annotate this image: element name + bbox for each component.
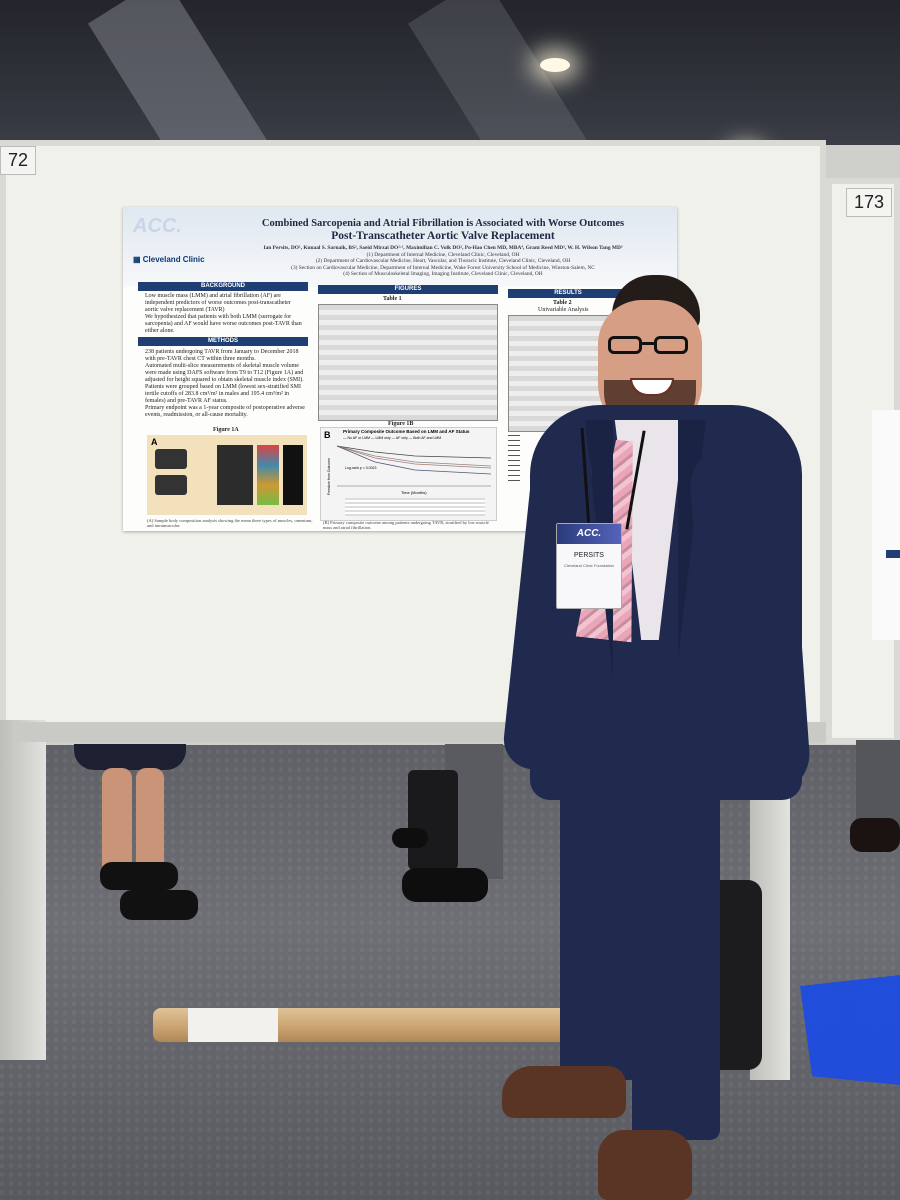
brand-name: Cleveland Clinic xyxy=(142,255,205,264)
background-bullet: We hypothesized that patients with both … xyxy=(145,314,302,334)
trouser-leg-right xyxy=(632,790,720,1140)
ct-thumbnail xyxy=(155,475,187,495)
poster-title-line1: Combined Sarcopenia and Atrial Fibrillat… xyxy=(261,218,625,229)
km-curves xyxy=(336,445,492,487)
section-results-header: RESULTS xyxy=(508,289,628,298)
methods-text: 238 patients undergoing TAVR from Januar… xyxy=(145,349,305,419)
figure-1a-label: Figure 1A xyxy=(213,427,239,433)
visitor-shoe xyxy=(392,828,428,848)
figure-1b-caption: (B) Primary composite outcome among pati… xyxy=(323,520,489,530)
figure-1a-caption: (A) Sample body composition analysis sho… xyxy=(147,518,313,528)
km-ylabel: Freedom from Outcome xyxy=(327,458,331,496)
trouser-leg-left xyxy=(560,790,640,1080)
poster-affiliation: (2) Department of Cardiovascular Medicin… xyxy=(315,258,571,264)
table-1-label: Table 1 xyxy=(383,296,402,302)
section-background-header: BACKGROUND xyxy=(138,282,308,291)
km-xlabel: Time (Months) xyxy=(401,490,427,495)
logo-icon: ▦ xyxy=(133,255,143,264)
visitor-trousers xyxy=(856,740,900,830)
presenter-shoe-left xyxy=(502,1066,626,1118)
visitor-shoe xyxy=(402,868,488,902)
presenter-shoe-right xyxy=(598,1130,692,1200)
table-2-label: Table 2 xyxy=(553,300,572,306)
ct-scan xyxy=(217,445,253,505)
background-text: Low muscle mass (LMM) and atrial fibrill… xyxy=(145,293,305,335)
univariable-label: Univariable Analysis xyxy=(538,307,589,313)
methods-bullet: Automated multi-slice measurements of sk… xyxy=(145,363,304,383)
poster-tube-label xyxy=(188,1008,278,1042)
methods-bullet: Patients were grouped based on LMM (lowe… xyxy=(145,384,301,404)
visitor-bag xyxy=(408,770,458,870)
poster-affiliation: (1) Department of Internal Medicine, Cle… xyxy=(366,251,520,258)
figure-a-letter: A xyxy=(151,437,158,447)
visitor-shoe xyxy=(120,890,198,920)
poster-affiliation: (3) Section on Cardiovascular Medicine, … xyxy=(291,264,595,271)
poster-affiliation: (4) Section of Musculoskeletal Imaging, … xyxy=(343,271,543,277)
booth-number-left: 72 xyxy=(0,146,37,175)
methods-bullet: Primary endpoint was a 1-year composite … xyxy=(145,405,305,418)
methods-bullet: 238 patients undergoing TAVR from Januar… xyxy=(145,349,299,362)
visitor-leg xyxy=(102,768,132,878)
poster-authors: Ian Persits, DO¹, Kunaal S. Sarnaik, BS²… xyxy=(263,245,623,251)
board-leg xyxy=(0,720,46,1060)
km-title: Primary Composite Outcome Based on LMM a… xyxy=(343,429,470,434)
badge-name: PERSITS xyxy=(574,552,604,559)
neighbor-poster xyxy=(872,410,900,640)
results-text xyxy=(508,435,520,485)
research-poster: ACC. Combined Sarcopenia and Atrial Fibr… xyxy=(123,207,677,531)
figure-1b-label: Figure 1B xyxy=(388,421,414,427)
poster-header xyxy=(123,207,677,287)
booth-number-right: 173 xyxy=(846,188,893,217)
badge-event-logo: ACC. xyxy=(557,524,621,544)
km-risk-table xyxy=(345,498,485,516)
background-bullet: Low muscle mass (LMM) and atrial fibrill… xyxy=(145,293,291,313)
figure-b-letter: B xyxy=(324,430,331,440)
poster-title: Combined Sarcopenia and Atrial Fibrillat… xyxy=(233,217,653,243)
glasses-icon xyxy=(606,334,690,356)
km-logrank: Log-rank p = 0.0023 xyxy=(345,466,377,470)
badge-organization: Cleveland Clinic Foundation xyxy=(564,563,614,568)
ceiling-light xyxy=(540,58,570,72)
poster-title-line2: Post-Transcatheter Aortic Valve Replacem… xyxy=(331,230,555,242)
figure-1a-image: A xyxy=(147,435,307,515)
visitor-shoe xyxy=(100,862,178,890)
poster-authors-block: Ian Persits, DO¹, Kunaal S. Sarnaik, BS²… xyxy=(233,245,653,278)
ct-scan-segmented xyxy=(257,445,279,505)
figure-1b-km-plot: B Primary Composite Outcome Based on LMM… xyxy=(320,427,497,521)
poster-watermark: ACC. xyxy=(133,215,182,237)
section-methods-header: METHODS xyxy=(138,337,308,346)
name-badge: ACC. PERSITS Cleveland Clinic Foundation xyxy=(556,523,622,609)
section-figures-header: FIGURES xyxy=(318,285,498,294)
blue-bin xyxy=(800,975,900,1085)
visitor-shoe xyxy=(850,818,900,852)
km-legend: — No AF or LMM — LMM only — AF only — Bo… xyxy=(343,436,442,440)
table-1 xyxy=(318,304,498,421)
visitor-skirt xyxy=(74,744,186,770)
ct-slices xyxy=(283,445,303,505)
cleveland-clinic-logo: ▦ Cleveland Clinic xyxy=(133,255,205,264)
ct-thumbnail xyxy=(155,449,187,469)
